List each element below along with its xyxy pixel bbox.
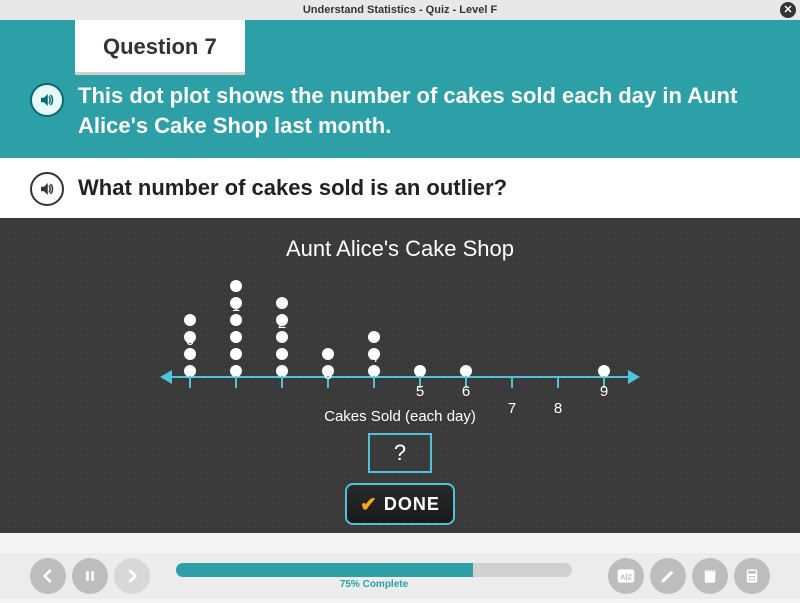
dot-plot: 0123456789 — [170, 268, 630, 408]
dot — [230, 331, 242, 343]
axis-tick — [281, 376, 283, 388]
calculator-icon — [743, 567, 761, 585]
az-icon: A|Z — [616, 566, 636, 586]
dot — [230, 348, 242, 360]
arrow-right-icon — [628, 370, 640, 384]
axis-tick — [511, 376, 513, 388]
dot-column: 2 — [275, 297, 289, 382]
progress-fill — [176, 563, 473, 577]
dot — [276, 331, 288, 343]
dot-column: 4 — [367, 331, 381, 382]
back-button[interactable] — [30, 558, 66, 594]
dot — [184, 348, 196, 360]
tick-label: 9 — [600, 383, 608, 400]
dot-column: 5 — [413, 365, 427, 382]
pause-button[interactable] — [72, 558, 108, 594]
axis-tick — [235, 376, 237, 388]
tick-label: 4 — [370, 349, 378, 366]
question-number-label: Question 7 — [103, 34, 217, 59]
dot-column: 3 — [321, 348, 335, 382]
tick-label: 8 — [554, 400, 562, 417]
dot-column: 1 — [229, 280, 243, 382]
glossary-button[interactable]: A|Z — [608, 558, 644, 594]
dot-column: 6 — [459, 365, 473, 382]
context-band: Question 7 This dot plot shows the numbe… — [0, 20, 800, 158]
speaker-icon — [38, 91, 56, 109]
answer-input[interactable]: ? — [368, 433, 432, 473]
axis-tick — [557, 376, 559, 388]
dot-column: 9 — [597, 365, 611, 382]
tick-label: 7 — [508, 400, 516, 417]
svg-text:A|Z: A|Z — [620, 572, 633, 581]
axis-label: Cakes Sold (each day) — [0, 408, 800, 425]
top-title: Understand Statistics - Quiz - Level F — [303, 4, 497, 16]
bottom-bar: 75% Complete A|Z — [0, 553, 800, 599]
question-text: What number of cakes sold is an outlier? — [78, 175, 507, 201]
tick-label: 5 — [416, 383, 424, 400]
chart-area: Aunt Alice's Cake Shop 0 1 2 3 4 5 6 7 8 9 Cakes … — [0, 218, 800, 533]
dot — [230, 314, 242, 326]
tick-label: 2 — [278, 315, 286, 332]
dot — [276, 297, 288, 309]
progress-label: 75% Complete — [176, 579, 572, 590]
dot — [230, 280, 242, 292]
dot-column: 0 — [183, 314, 197, 382]
progress-track — [176, 563, 572, 577]
tick-label: 0 — [186, 332, 194, 349]
arrow-left-icon — [160, 370, 172, 384]
play-context-audio-button[interactable] — [30, 83, 64, 117]
pause-icon — [83, 569, 97, 583]
progress-wrap: 75% Complete — [176, 563, 572, 590]
done-label: DONE — [384, 494, 440, 515]
context-text: This dot plot shows the number of cakes … — [78, 81, 760, 140]
arrow-left-icon — [40, 568, 56, 584]
check-icon: ✔ — [360, 492, 378, 517]
done-button[interactable]: ✔ DONE — [345, 483, 455, 525]
dot — [368, 331, 380, 343]
pencil-icon — [659, 567, 677, 585]
speaker-icon — [38, 180, 56, 198]
axis-tick — [373, 376, 375, 388]
tick-label: 6 — [462, 383, 470, 400]
chart-title: Aunt Alice's Cake Shop — [0, 218, 800, 268]
top-bar: Understand Statistics - Quiz - Level F ✕ — [0, 0, 800, 20]
axis-tick — [189, 376, 191, 388]
close-icon[interactable]: ✕ — [780, 2, 796, 18]
question-band: What number of cakes sold is an outlier? — [0, 158, 800, 218]
pencil-button[interactable] — [650, 558, 686, 594]
dot — [184, 314, 196, 326]
tick-label: 3 — [324, 366, 332, 383]
dot — [322, 348, 334, 360]
tick-label: 1 — [232, 298, 240, 315]
play-question-audio-button[interactable] — [30, 172, 64, 206]
calculator-button[interactable] — [734, 558, 770, 594]
dot — [276, 348, 288, 360]
forward-button — [114, 558, 150, 594]
arrow-right-icon — [124, 568, 140, 584]
question-tab: Question 7 — [75, 20, 245, 75]
notes-button[interactable] — [692, 558, 728, 594]
notepad-icon — [701, 567, 719, 585]
